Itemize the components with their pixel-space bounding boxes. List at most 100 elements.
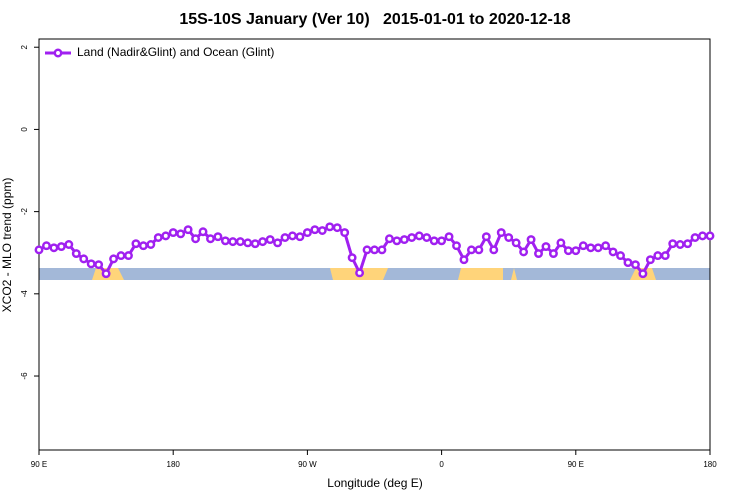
data-point — [645, 255, 655, 265]
y-tick-label: -6 — [20, 372, 29, 380]
legend-label: Land (Nadir&Glint) and Ocean (Glint) — [77, 45, 274, 59]
data-point — [616, 251, 625, 261]
data-point — [630, 260, 640, 270]
data-point — [310, 225, 320, 235]
x-axis-label: Longitude (deg E) — [327, 476, 422, 490]
data-point — [601, 241, 611, 251]
data-point — [49, 243, 59, 253]
land-band — [458, 268, 503, 280]
x-tick-label: 90 E — [568, 460, 584, 469]
data-point — [556, 238, 566, 248]
data-point — [698, 231, 707, 241]
data-point — [668, 239, 678, 249]
data-point — [183, 225, 193, 235]
data-point — [608, 247, 618, 257]
data-point — [399, 235, 409, 245]
data-point — [511, 238, 521, 248]
data-point — [228, 237, 238, 247]
data-point — [660, 251, 670, 261]
y-tick-label: -2 — [20, 208, 29, 216]
data-point — [206, 234, 215, 244]
plot-frame — [38, 38, 711, 451]
data-point — [42, 241, 51, 251]
data-point — [213, 232, 223, 242]
data-point — [280, 233, 290, 242]
data-point — [235, 237, 245, 247]
data-point — [64, 240, 74, 249]
y-tick-label: 2 — [20, 44, 29, 49]
x-tick-label: 90 E — [31, 460, 47, 469]
data-point — [273, 238, 283, 248]
data-point — [302, 228, 312, 238]
data-point — [220, 236, 230, 246]
data-point — [392, 236, 402, 246]
data-point — [571, 246, 581, 256]
data-point — [146, 240, 156, 249]
data-point — [340, 228, 350, 238]
data-point — [623, 258, 633, 268]
data-point — [683, 239, 693, 249]
data-point — [593, 243, 603, 253]
data-point — [705, 231, 715, 241]
data-point — [474, 245, 484, 255]
data-point — [56, 242, 66, 252]
data-point — [288, 231, 297, 241]
data-point — [437, 236, 447, 246]
data-point — [541, 242, 551, 252]
data-point — [347, 253, 357, 263]
surface-band — [39, 268, 710, 280]
data-point — [638, 269, 648, 279]
data-point — [317, 226, 327, 235]
data-point — [138, 241, 148, 251]
data-point — [578, 241, 588, 251]
data-point — [414, 231, 424, 241]
data-point — [586, 243, 596, 253]
data-point — [548, 249, 558, 258]
data-point — [504, 233, 514, 242]
data-point — [489, 245, 499, 255]
data-point — [563, 246, 573, 256]
data-point — [265, 235, 275, 245]
data-point — [94, 260, 104, 270]
data-point — [71, 249, 81, 258]
data-point — [444, 232, 454, 242]
x-tick-label: 180 — [167, 460, 181, 469]
data-point — [466, 245, 476, 255]
x-tick-label: 0 — [439, 460, 444, 469]
chart-title: 15S-10S January (Ver 10) 2015-01-01 to 2… — [179, 11, 570, 28]
y-tick-label: -4 — [20, 290, 29, 298]
data-point — [34, 245, 44, 255]
data-point — [124, 251, 133, 261]
data-point — [131, 239, 141, 249]
data-point — [519, 247, 529, 257]
y-axis-label: XCO2 - MLO trend (ppm) — [0, 178, 14, 313]
x-tick-label: 180 — [703, 460, 717, 469]
data-point — [168, 228, 178, 238]
data-point — [325, 222, 335, 232]
x-tick-label: 90 W — [298, 460, 317, 469]
land-band — [511, 268, 517, 280]
data-point — [109, 254, 119, 264]
data-point — [422, 233, 432, 242]
y-tick-label: 0 — [20, 127, 29, 132]
data-point — [191, 234, 201, 244]
data-point — [332, 223, 342, 233]
data-point — [496, 228, 506, 238]
data-point — [407, 233, 417, 242]
data-point — [250, 239, 260, 249]
data-point — [459, 255, 469, 265]
data-point — [481, 232, 491, 242]
data-point — [295, 232, 305, 242]
legend-marker — [53, 48, 63, 58]
data-point — [690, 233, 700, 242]
data-point — [161, 231, 171, 241]
data-point — [176, 229, 186, 239]
data-point — [355, 268, 365, 278]
data-point — [526, 235, 536, 245]
data-point — [384, 234, 394, 244]
data-point — [653, 251, 663, 261]
data-point — [675, 240, 685, 249]
data-point — [362, 245, 372, 255]
data-point — [86, 259, 96, 269]
